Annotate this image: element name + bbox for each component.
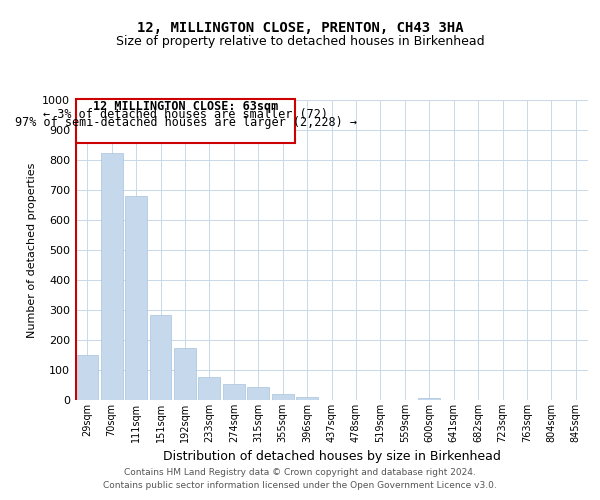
Text: Size of property relative to detached houses in Birkenhead: Size of property relative to detached ho…	[116, 34, 484, 48]
Text: 12 MILLINGTON CLOSE: 63sqm: 12 MILLINGTON CLOSE: 63sqm	[93, 100, 278, 113]
Y-axis label: Number of detached properties: Number of detached properties	[26, 162, 37, 338]
Bar	[101, 152, 122, 400]
Bar	[296, 397, 318, 400]
Bar	[199, 376, 220, 400]
FancyBboxPatch shape	[76, 100, 295, 142]
Bar	[247, 388, 269, 400]
Bar	[149, 314, 172, 400]
X-axis label: Distribution of detached houses by size in Birkenhead: Distribution of detached houses by size …	[163, 450, 500, 464]
Bar	[272, 394, 293, 400]
Bar	[174, 348, 196, 400]
Bar	[418, 398, 440, 400]
Text: Contains HM Land Registry data © Crown copyright and database right 2024.: Contains HM Land Registry data © Crown c…	[124, 468, 476, 477]
Text: 97% of semi-detached houses are larger (2,228) →: 97% of semi-detached houses are larger (…	[14, 116, 356, 128]
Bar	[223, 384, 245, 400]
Bar	[125, 196, 147, 400]
Bar	[76, 355, 98, 400]
Text: ← 3% of detached houses are smaller (72): ← 3% of detached houses are smaller (72)	[43, 108, 328, 121]
Text: 12, MILLINGTON CLOSE, PRENTON, CH43 3HA: 12, MILLINGTON CLOSE, PRENTON, CH43 3HA	[137, 20, 463, 34]
Text: Contains public sector information licensed under the Open Government Licence v3: Contains public sector information licen…	[103, 480, 497, 490]
